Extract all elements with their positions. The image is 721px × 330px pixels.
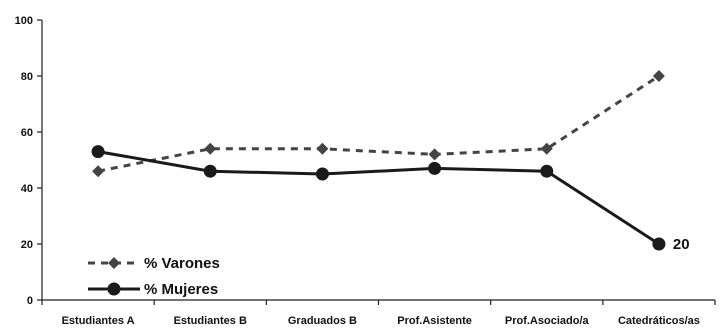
data-point bbox=[203, 164, 217, 178]
data-label: 20 bbox=[673, 236, 690, 253]
y-tick-label: 0 bbox=[27, 295, 33, 307]
data-point bbox=[428, 161, 442, 175]
data-point bbox=[91, 145, 105, 159]
y-tick-label: 40 bbox=[21, 183, 33, 195]
legend-label: % Mujeres bbox=[144, 281, 218, 298]
y-axis: 0 20 40 60 80 100 bbox=[15, 15, 43, 307]
y-tick-label: 100 bbox=[15, 15, 33, 27]
y-tick-label: 60 bbox=[21, 127, 33, 139]
data-point bbox=[652, 237, 666, 251]
annotations: 20 bbox=[673, 236, 690, 253]
x-axis: Estudiantes A Estudiantes B Graduados B Pro… bbox=[41, 299, 716, 327]
data-point bbox=[204, 142, 217, 155]
series-1 bbox=[91, 145, 666, 251]
x-tick-label: Prof.Asistente bbox=[397, 315, 472, 327]
series-layer bbox=[91, 70, 666, 251]
legend-marker bbox=[107, 282, 121, 296]
data-point bbox=[652, 70, 665, 82]
data-point bbox=[316, 142, 329, 155]
data-point bbox=[315, 167, 329, 181]
legend-label: % Varones bbox=[144, 255, 220, 272]
data-point bbox=[540, 142, 553, 155]
legend-marker bbox=[108, 257, 120, 269]
data-point bbox=[540, 164, 554, 178]
data-point bbox=[428, 148, 441, 161]
data-point bbox=[92, 165, 105, 178]
x-tick-label: Estudiantes A bbox=[62, 315, 135, 327]
legend: % Varones % Mujeres bbox=[88, 255, 220, 298]
series-line bbox=[97, 74, 660, 173]
x-tick-label: Catedráticos/as bbox=[618, 315, 700, 327]
x-tick-label: Estudiantes B bbox=[174, 315, 247, 327]
y-tick-label: 20 bbox=[21, 239, 33, 251]
y-tick-label: 80 bbox=[21, 71, 33, 83]
series-line bbox=[97, 150, 660, 246]
series-0 bbox=[92, 70, 665, 178]
x-tick-label: Prof.Asociado/a bbox=[505, 315, 590, 327]
legend-item-1: % Mujeres bbox=[88, 281, 218, 298]
legend-item-0: % Varones bbox=[88, 255, 220, 272]
x-tick-label: Graduados B bbox=[288, 315, 357, 327]
